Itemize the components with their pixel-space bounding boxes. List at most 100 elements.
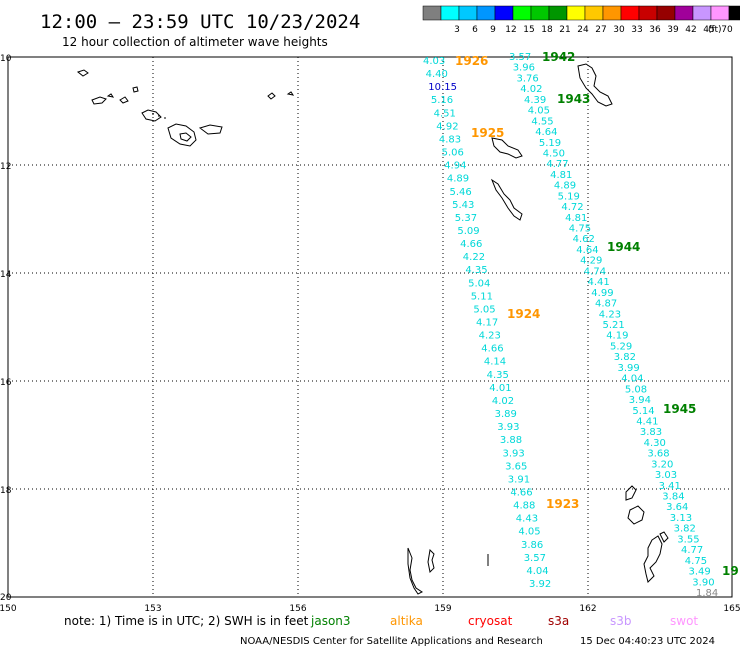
swh-value: 4.77 [546, 159, 568, 170]
swh-value: 4.04 [621, 374, 643, 385]
colorbar-tick-label: 39 [667, 25, 679, 35]
swh-value: 3.57 [524, 553, 546, 564]
lon-label: 150 [0, 604, 17, 614]
swh-value: 4.66 [481, 344, 503, 355]
colorbar-tick-label: 33 [631, 25, 642, 35]
swh-value: 4.55 [531, 116, 553, 127]
colorbar-tick-label: 42 [685, 25, 696, 35]
swh-value: 3.90 [692, 577, 714, 588]
pass-time-label: 1945 [663, 402, 696, 416]
majuro-coast [407, 547, 435, 595]
swh-value: 4.83 [439, 134, 461, 145]
swh-value: 3.76 [517, 73, 539, 84]
pass-time-label: 1924 [507, 307, 540, 321]
colorbar-swatch [476, 5, 496, 21]
swh-value: 4.75 [685, 556, 707, 567]
swh-value: 3.64 [666, 502, 688, 513]
atoll-dots [152, 113, 166, 119]
marshall-islands-coast [76, 69, 295, 147]
pass-time-label: 1943 [557, 92, 590, 106]
colorbar-swatch [548, 5, 568, 21]
lon-label: 153 [144, 604, 161, 614]
swh-value: 4.62 [573, 234, 595, 245]
swh-value: 4.04 [526, 566, 548, 577]
pass-time-label: 19 [722, 564, 739, 578]
colorbar-swatch [422, 5, 442, 21]
swh-value: 4.03 [423, 56, 445, 67]
colorbar-swatch [728, 5, 740, 21]
lat-label: 10 [0, 54, 12, 64]
track-west-values: 4.03 4.40 10.15 5.16 4.51 4.92 4.83 5.06 4.94 4.8… [423, 56, 551, 590]
swh-value: 5.04 [468, 278, 490, 289]
colorbar-swatch [458, 5, 478, 21]
colorbar-swatch [620, 5, 640, 21]
swh-value: 4.05 [528, 106, 550, 117]
colorbar-tick-label: 3 [454, 25, 460, 35]
swh-value: 3.68 [647, 449, 669, 460]
swh-value: 4.94 [444, 161, 466, 172]
swh-value: 4.64 [535, 127, 557, 138]
colorbar-tick-label: 12 [505, 25, 516, 35]
swh-value: 3.03 [655, 470, 677, 481]
generated-timestamp: 15 Dec 04:40:23 UTC 2024 [580, 636, 715, 647]
swh-value: 3.83 [640, 427, 662, 438]
swh-value: 4.23 [479, 331, 501, 342]
colorbar-swatch [494, 5, 514, 21]
swh-value: 4.74 [584, 266, 606, 277]
footer-note: note: 1) Time is in UTC; 2) SWH is in fe… [64, 614, 309, 628]
swh-value: 3.91 [508, 474, 530, 485]
swh-value: 3.99 [618, 363, 640, 374]
swh-value: 4.81 [565, 213, 587, 224]
swh-value: 3.89 [495, 409, 517, 420]
swh-value: 3.55 [677, 534, 699, 545]
colorbar-swatch [530, 5, 550, 21]
map-frame [7, 56, 733, 598]
colorbar-tick-label: 45 [703, 25, 714, 35]
lat-label: 14 [0, 270, 12, 280]
colorbar-swatch [692, 5, 712, 21]
swh-value: 4.89 [554, 181, 576, 192]
swh-value: 3.41 [659, 481, 681, 492]
swh-value: 3.94 [629, 395, 651, 406]
colorbar-swatch [566, 5, 586, 21]
satellite-legend-item: altika [390, 614, 423, 628]
wave-height-colorbar: 3 6 9 12 15 18 21 24 27 30 33 36 39 42 45 70 [422, 5, 740, 35]
swh-value: 5.16 [431, 95, 453, 106]
swh-value: 5.09 [457, 226, 479, 237]
wotje-coast [491, 137, 523, 159]
pass-time-label: 1925 [471, 126, 504, 140]
swh-value: 5.37 [455, 213, 477, 224]
swh-value: 3.92 [529, 579, 551, 590]
track-east-values: 3.573.963.764.024.394.054.554.645.194.50… [509, 52, 718, 599]
swh-value: 4.43 [516, 514, 538, 525]
swh-value: 4.64 [576, 245, 598, 256]
swh-value: 4.41 [636, 417, 658, 428]
swh-value: 3.93 [497, 422, 519, 433]
swh-value: 3.86 [521, 540, 543, 551]
colorbar-tick-label: 21 [559, 25, 570, 35]
swh-value: 3.65 [505, 461, 527, 472]
satellite-legend-item: jason3 [310, 614, 351, 628]
kwajalein-coast [577, 63, 613, 107]
colorbar-tick-label: 15 [523, 25, 534, 35]
swh-value: 1.84 [696, 588, 718, 599]
axis-labels: 10 12 14 16 18 20 150 153 156 159 162 16… [0, 54, 740, 614]
swh-value: 5.11 [471, 291, 493, 302]
satellite-legend-item: swot [670, 614, 698, 628]
colorbar-tick-label: 9 [490, 25, 496, 35]
colorbar-swatch [602, 5, 622, 21]
swh-value: 3.49 [689, 567, 711, 578]
swh-value: 4.02 [520, 84, 542, 95]
colorbar-tick-label: 30 [613, 25, 625, 35]
swh-value: 3.82 [614, 352, 636, 363]
swh-value: 4.92 [436, 121, 458, 132]
swh-value: 4.35 [465, 265, 487, 276]
swh-value: 4.40 [426, 69, 448, 80]
lat-label: 20 [0, 593, 12, 603]
swh-value: 4.81 [550, 170, 572, 181]
swh-value: 4.17 [476, 318, 498, 329]
swh-value: 4.51 [434, 108, 456, 119]
pass-time-label: 1926 [455, 54, 488, 68]
colorbar-tick-label: 36 [649, 25, 661, 35]
